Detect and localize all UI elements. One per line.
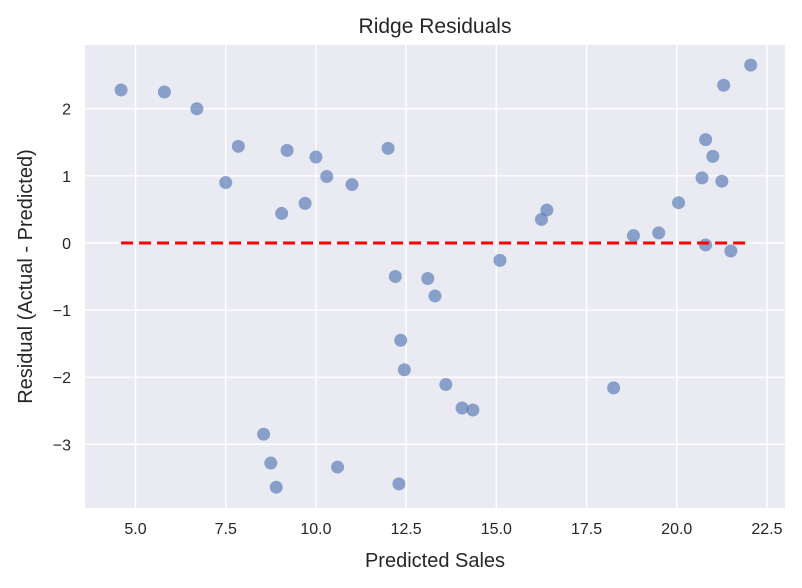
- scatter-point: [744, 58, 758, 72]
- scatter-point: [466, 403, 480, 417]
- scatter-point: [392, 477, 406, 491]
- chart-title: Ridge Residuals: [359, 15, 512, 38]
- y-tick-label: 0: [62, 236, 71, 253]
- x-tick-label: 20.0: [661, 521, 692, 538]
- y-tick-label: −2: [53, 370, 71, 387]
- scatter-point: [388, 270, 402, 283]
- scatter-point: [652, 226, 666, 240]
- scatter-point: [257, 427, 271, 441]
- scatter-point: [699, 133, 713, 147]
- y-axis-label: Residual (Actual - Predicted): [15, 149, 37, 404]
- x-tick-label: 17.5: [571, 521, 602, 538]
- scatter-point: [219, 176, 233, 190]
- scatter-point: [157, 85, 171, 99]
- x-tick-label: 15.0: [481, 521, 512, 538]
- scatter-point: [540, 203, 554, 217]
- scatter-point: [231, 139, 245, 153]
- plot-area: [85, 45, 785, 508]
- scatter-point: [269, 480, 283, 494]
- scatter-point: [699, 238, 713, 252]
- scatter-point: [724, 244, 738, 258]
- scatter-point: [190, 102, 204, 116]
- scatter-point: [493, 253, 507, 267]
- scatter-point: [320, 170, 334, 184]
- scatter-point: [717, 78, 731, 92]
- scatter-point: [534, 212, 548, 226]
- scatter-point: [672, 196, 686, 210]
- scatter-point: [439, 378, 453, 392]
- scatter-point: [309, 150, 323, 164]
- x-tick-label: 7.5: [215, 521, 237, 538]
- scatter-point: [114, 83, 128, 97]
- scatter-point: [275, 206, 289, 220]
- scatter-point: [715, 174, 729, 188]
- scatter-point: [264, 456, 278, 470]
- scatter-point: [381, 141, 395, 155]
- scatter-point: [397, 363, 411, 377]
- scatter-point: [695, 171, 709, 185]
- y-tick-label: 2: [62, 102, 71, 119]
- x-tick-label: 22.5: [751, 521, 782, 538]
- scatter-point: [345, 178, 359, 192]
- x-tick-label: 5.0: [124, 521, 146, 538]
- x-axis-label: Predicted Sales: [365, 550, 505, 572]
- scatter-point: [298, 196, 312, 210]
- scatter-points: [114, 58, 758, 494]
- x-tick-label: 10.0: [300, 521, 331, 538]
- y-axis-ticks: −3 −2 −1 0 1 2: [53, 102, 71, 455]
- scatter-point: [394, 333, 408, 347]
- scatter-point: [626, 229, 640, 243]
- y-tick-label: 1: [62, 169, 71, 186]
- scatter-point: [607, 381, 621, 395]
- scatter-point: [455, 401, 469, 415]
- scatter-point: [428, 289, 442, 303]
- scatter-point: [331, 460, 345, 474]
- scatter-point: [280, 143, 294, 157]
- x-tick-label: 12.5: [391, 521, 422, 538]
- scatter-point: [421, 272, 435, 286]
- x-axis-ticks: 5.0 7.5 10.0 12.5 15.0 17.5 20.0 22.5: [124, 521, 782, 538]
- y-tick-label: −1: [53, 303, 71, 320]
- y-tick-label: −3: [53, 437, 71, 454]
- scatter-point: [706, 149, 720, 163]
